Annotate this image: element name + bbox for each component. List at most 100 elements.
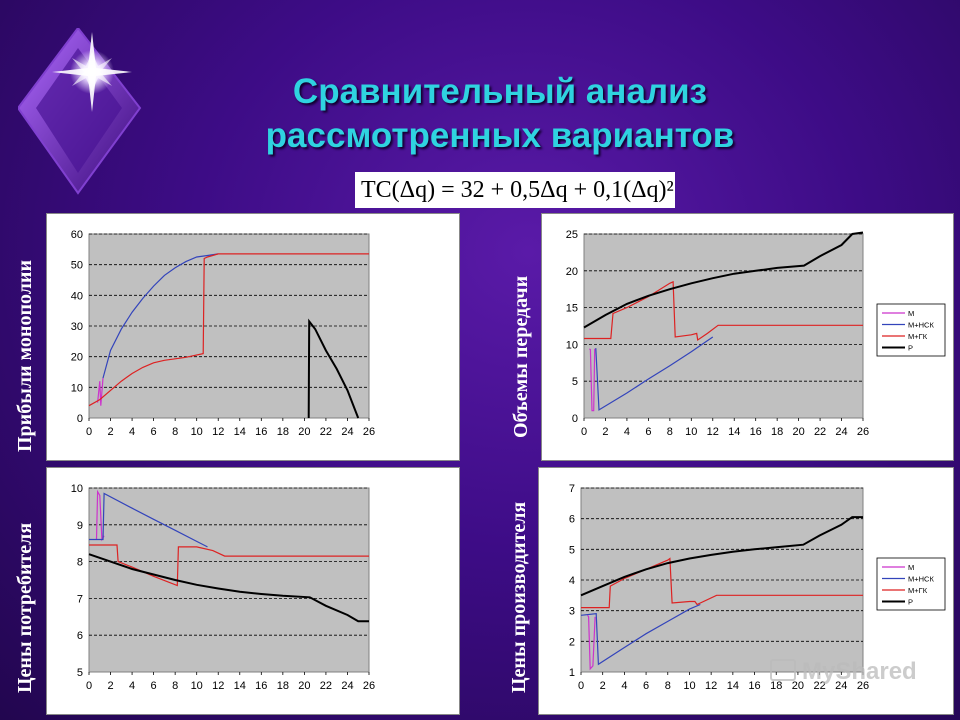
y-tick-label: 30 bbox=[71, 321, 83, 333]
x-tick-label: 0 bbox=[86, 426, 92, 438]
x-tick-label: 8 bbox=[172, 426, 178, 438]
x-tick-label: 2 bbox=[600, 680, 606, 692]
y-tick-label: 50 bbox=[71, 260, 83, 272]
y-tick-label: 0 bbox=[572, 413, 578, 425]
y-tick-label: 8 bbox=[77, 557, 83, 569]
y-axis-label-producer-prices: Цены производителя bbox=[508, 501, 530, 693]
page-title: Сравнительный анализ рассмотренных вариа… bbox=[180, 70, 820, 158]
series-line-p bbox=[583, 231, 864, 329]
x-tick-label: 22 bbox=[813, 680, 825, 692]
legend: М М+НСК М+ГК Р bbox=[876, 557, 946, 611]
x-tick-label: 24 bbox=[835, 680, 847, 692]
series-line-m-gk bbox=[584, 280, 863, 342]
x-tick-label: 10 bbox=[191, 680, 203, 692]
y-tick-label: 20 bbox=[71, 352, 83, 364]
plot-area bbox=[583, 233, 864, 419]
legend-label: М+ГК bbox=[908, 332, 928, 341]
y-tick-label: 4 bbox=[569, 575, 575, 587]
series-line-m-nsk bbox=[595, 336, 714, 411]
x-tick-label: 6 bbox=[645, 426, 651, 438]
x-tick-label: 20 bbox=[792, 426, 804, 438]
x-tick-label: 26 bbox=[857, 680, 869, 692]
x-tick-label: 10 bbox=[683, 680, 695, 692]
x-tick-label: 8 bbox=[667, 426, 673, 438]
x-tick-label: 18 bbox=[770, 680, 782, 692]
x-tick-label: 4 bbox=[129, 680, 135, 692]
x-tick-label: 4 bbox=[621, 680, 627, 692]
x-tick-label: 10 bbox=[685, 426, 697, 438]
plot-area bbox=[88, 487, 370, 673]
y-axis-label-profits: Прибыли монополии bbox=[14, 260, 36, 452]
y-tick-label: 6 bbox=[569, 514, 575, 526]
y-tick-label: 5 bbox=[572, 376, 578, 388]
x-tick-label: 18 bbox=[277, 426, 289, 438]
x-tick-label: 16 bbox=[748, 680, 760, 692]
watermark-text: MyShared bbox=[802, 658, 917, 685]
series-line-p bbox=[88, 553, 369, 623]
series-line-m bbox=[97, 378, 104, 406]
x-tick-label: 10 bbox=[191, 426, 203, 438]
series-line-m-gk bbox=[89, 544, 369, 587]
legend: М М+НСК М+ГК Р bbox=[876, 303, 946, 357]
legend-label: М+ГК bbox=[908, 586, 928, 595]
series-line-m-gk bbox=[581, 557, 863, 609]
y-tick-label: 60 bbox=[71, 229, 83, 241]
x-tick-label: 18 bbox=[277, 680, 289, 692]
series-line-m-nsk bbox=[89, 492, 208, 548]
x-tick-label: 6 bbox=[643, 680, 649, 692]
y-tick-label: 5 bbox=[77, 667, 83, 679]
legend-label: М+НСК bbox=[908, 575, 934, 584]
y-tick-label: 10 bbox=[71, 483, 83, 495]
series-line-m bbox=[589, 348, 596, 412]
title-line-2: рассмотренных вариантов bbox=[265, 116, 735, 155]
title-line-1: Сравнительный анализ bbox=[292, 72, 708, 111]
y-tick-label: 9 bbox=[77, 520, 83, 532]
cost-formula: TC(Δq) = 32 + 0,5Δq + 0,1(Δq)² bbox=[355, 172, 675, 208]
y-tick-label: 1 bbox=[569, 667, 575, 679]
series-line-m bbox=[587, 614, 596, 671]
x-tick-label: 12 bbox=[705, 680, 717, 692]
x-tick-label: 2 bbox=[602, 426, 608, 438]
legend-label: М bbox=[908, 563, 914, 572]
x-tick-label: 26 bbox=[363, 426, 375, 438]
chart-panel-profits: 0 10 20 30 40 50 60 0 2 4 6 8 10 12 14 16 18 20 22 24 26 bbox=[46, 213, 460, 461]
x-tick-label: 4 bbox=[129, 426, 135, 438]
x-tick-label: 2 bbox=[107, 426, 113, 438]
legend-label: М bbox=[908, 309, 914, 318]
y-tick-label: 20 bbox=[566, 266, 578, 278]
x-tick-label: 8 bbox=[172, 680, 178, 692]
x-tick-label: 24 bbox=[835, 426, 847, 438]
y-tick-label: 5 bbox=[569, 544, 575, 556]
x-tick-label: 22 bbox=[814, 426, 826, 438]
chart-panel-consumer-prices: 5 6 7 8 9 10 0 2 4 6 8 10 12 14 16 18 20 22 24 26 bbox=[46, 467, 460, 715]
y-tick-label: 6 bbox=[77, 630, 83, 642]
x-tick-label: 12 bbox=[707, 426, 719, 438]
x-tick-label: 22 bbox=[320, 680, 332, 692]
x-tick-label: 18 bbox=[771, 426, 783, 438]
legend-label: Р bbox=[908, 344, 913, 353]
legend-label: Р bbox=[908, 598, 913, 607]
x-tick-label: 12 bbox=[212, 426, 224, 438]
x-tick-label: 26 bbox=[857, 426, 869, 438]
x-tick-label: 24 bbox=[341, 680, 353, 692]
x-tick-label: 0 bbox=[581, 426, 587, 438]
x-tick-label: 22 bbox=[320, 426, 332, 438]
chart-panel-volumes: 0 5 10 15 20 25 0 2 4 6 8 10 12 14 16 18 20 22 24 26 М М+НСК М… bbox=[541, 213, 954, 461]
y-tick-label: 15 bbox=[566, 303, 578, 315]
series-line-p bbox=[580, 516, 863, 597]
legend-label: М+НСК bbox=[908, 321, 934, 330]
series-line-p bbox=[307, 318, 360, 419]
x-tick-label: 20 bbox=[298, 680, 310, 692]
x-tick-label: 8 bbox=[665, 680, 671, 692]
x-tick-label: 4 bbox=[624, 426, 630, 438]
x-tick-label: 16 bbox=[255, 680, 267, 692]
y-tick-label: 0 bbox=[77, 413, 83, 425]
y-tick-label: 2 bbox=[569, 636, 575, 648]
y-tick-label: 3 bbox=[569, 606, 575, 618]
y-tick-label: 7 bbox=[77, 593, 83, 605]
series-line-m-gk bbox=[88, 253, 369, 407]
diamond-star-logo bbox=[18, 28, 142, 195]
chart-panel-producer-prices: 1 2 3 4 5 6 7 0 2 4 6 8 10 12 14 16 18 20 22 24 26 М М+НСК М+ГК… bbox=[538, 467, 954, 715]
